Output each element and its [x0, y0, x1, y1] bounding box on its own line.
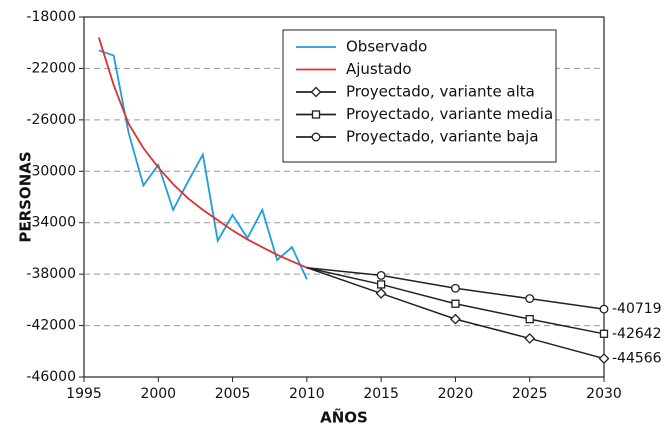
- legend-label: Proyectado, variante alta: [346, 83, 535, 101]
- series-line: [97, 37, 308, 269]
- y-tick-label: -46000: [26, 369, 76, 385]
- end-value-label: -40719: [612, 301, 662, 317]
- y-tick-label: -30000: [26, 163, 76, 179]
- x-tick-label: 2030: [586, 386, 622, 402]
- marker: [450, 313, 461, 325]
- y-tick-label: -22000: [26, 60, 76, 76]
- series-line: [306, 267, 605, 360]
- marker: [599, 304, 609, 314]
- marker: [311, 132, 321, 142]
- marker: [375, 288, 387, 299]
- legend-label: Proyectado, variante baja: [346, 128, 539, 146]
- marker: [525, 314, 534, 324]
- x-tick-label: 2015: [363, 386, 399, 402]
- legend-label: Observado: [346, 38, 427, 56]
- marker: [598, 353, 610, 364]
- x-tick-label: 2020: [438, 386, 474, 402]
- y-tick-label: -42000: [26, 318, 76, 334]
- y-tick-label: -26000: [26, 112, 76, 128]
- legend-label: Proyectado, variante media: [346, 105, 553, 123]
- x-tick-label: 2005: [215, 386, 251, 402]
- x-tick-label: 2010: [289, 386, 325, 402]
- end-value-label: -44566: [612, 351, 662, 367]
- y-axis-title: PERSONAS: [17, 151, 35, 242]
- marker: [376, 270, 386, 280]
- x-tick-label: 2000: [140, 386, 176, 402]
- marker: [311, 110, 321, 119]
- marker: [450, 283, 460, 293]
- marker: [524, 333, 536, 344]
- legend: Observado Ajustado Proyectado, variante al…: [282, 29, 557, 163]
- end-value-label: -42642: [612, 326, 662, 342]
- y-tick-label: -34000: [26, 215, 76, 231]
- series-line: [98, 49, 308, 280]
- marker: [451, 299, 460, 308]
- y-tick-label: -18000: [26, 9, 76, 25]
- marker: [599, 329, 609, 338]
- x-tick-label: 2025: [512, 386, 548, 402]
- x-axis-title: AÑOS: [320, 408, 368, 427]
- plot-frame: [83, 16, 605, 378]
- legend-box: [282, 29, 557, 163]
- y-tick-label: -38000: [26, 266, 76, 282]
- marker: [310, 86, 322, 98]
- x-tick-label: 1995: [66, 386, 102, 402]
- marker: [525, 294, 535, 304]
- legend-label: Ajustado: [346, 60, 412, 78]
- marker: [376, 280, 386, 289]
